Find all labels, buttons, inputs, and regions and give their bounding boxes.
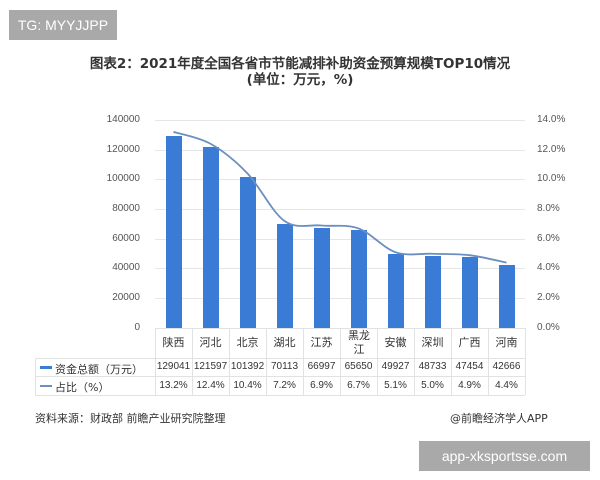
category-label: 北京 xyxy=(236,336,259,349)
share-cell: 6.7% xyxy=(347,380,370,391)
y2-tick: 4.0% xyxy=(537,262,560,273)
amount-cell: 101392 xyxy=(230,361,265,372)
amount-cell: 65650 xyxy=(344,361,373,372)
y2-tick: 12.0% xyxy=(537,144,566,155)
share-cell: 7.2% xyxy=(273,380,296,391)
y-tick: 80000 xyxy=(112,203,140,214)
bar xyxy=(424,255,441,328)
y2-tick: 10.0% xyxy=(537,173,566,184)
bar xyxy=(313,228,330,328)
category-label: 广西 xyxy=(458,336,481,349)
amount-cell: 121597 xyxy=(193,361,228,372)
watermark-badge-top: TG: MYYJJPP xyxy=(9,10,117,40)
y2-tick: 8.0% xyxy=(537,203,560,214)
amount-cell: 129041 xyxy=(156,361,191,372)
line-legend-swatch xyxy=(40,385,52,387)
source-note: 资料来源：财政部 前瞻产业研究院整理 xyxy=(35,412,226,425)
bar xyxy=(498,264,515,328)
watermark-badge-bottom: app-xksportsse.com xyxy=(419,441,590,471)
bar xyxy=(350,230,367,328)
chart-title: 图表2：2021年度全国各省市节能减排补助资金预算规模TOP10情况 xyxy=(89,56,511,72)
y-tick: 100000 xyxy=(106,173,140,184)
share-cell: 4.4% xyxy=(495,380,518,391)
y-tick: 120000 xyxy=(106,144,140,155)
category-label: 湖北 xyxy=(273,336,296,349)
category-label: 河北 xyxy=(199,336,222,349)
amount-cell: 66997 xyxy=(307,361,336,372)
bar xyxy=(239,177,256,328)
category-label: 深圳 xyxy=(421,336,444,349)
bar xyxy=(387,253,404,328)
amount-cell: 49927 xyxy=(381,361,410,372)
category-label: 江苏 xyxy=(310,336,333,349)
amount-cell: 47454 xyxy=(455,361,484,372)
amount-cell: 48733 xyxy=(418,361,447,372)
y-tick: 60000 xyxy=(112,233,140,244)
y-tick: 20000 xyxy=(112,292,140,303)
bar xyxy=(165,136,182,328)
share-cell: 5.0% xyxy=(421,380,444,391)
y2-tick: 14.0% xyxy=(537,114,566,125)
share-cell: 10.4% xyxy=(233,380,262,391)
share-cell: 4.9% xyxy=(458,380,481,391)
y2-tick: 0.0% xyxy=(537,322,560,333)
bar xyxy=(461,257,478,328)
y-tick: 0 xyxy=(134,322,140,333)
category-label: 河南 xyxy=(495,336,518,349)
category-label: 陕西 xyxy=(162,336,185,349)
category-label: 黑龙江 xyxy=(348,329,370,356)
share-cell: 12.4% xyxy=(196,380,225,391)
row-label-share: 占比（%） xyxy=(55,381,110,394)
share-cell: 6.9% xyxy=(310,380,333,391)
y-tick: 40000 xyxy=(112,262,140,273)
amount-cell: 42666 xyxy=(492,361,521,372)
chart-subtitle-unit: (单位：万元，%) xyxy=(246,72,354,88)
amount-cell: 70113 xyxy=(270,361,299,372)
y2-tick: 2.0% xyxy=(537,292,560,303)
bar-legend-swatch xyxy=(40,366,52,369)
share-cell: 13.2% xyxy=(159,380,188,391)
credit-note: @前瞻经济学人APP xyxy=(450,412,548,425)
bar xyxy=(276,223,293,328)
y-tick: 140000 xyxy=(106,114,140,125)
share-cell: 5.1% xyxy=(384,380,407,391)
y2-tick: 6.0% xyxy=(537,233,560,244)
bar xyxy=(202,147,219,328)
row-label-amount: 资金总额（万元） xyxy=(55,363,143,376)
category-label: 安徽 xyxy=(384,336,407,349)
